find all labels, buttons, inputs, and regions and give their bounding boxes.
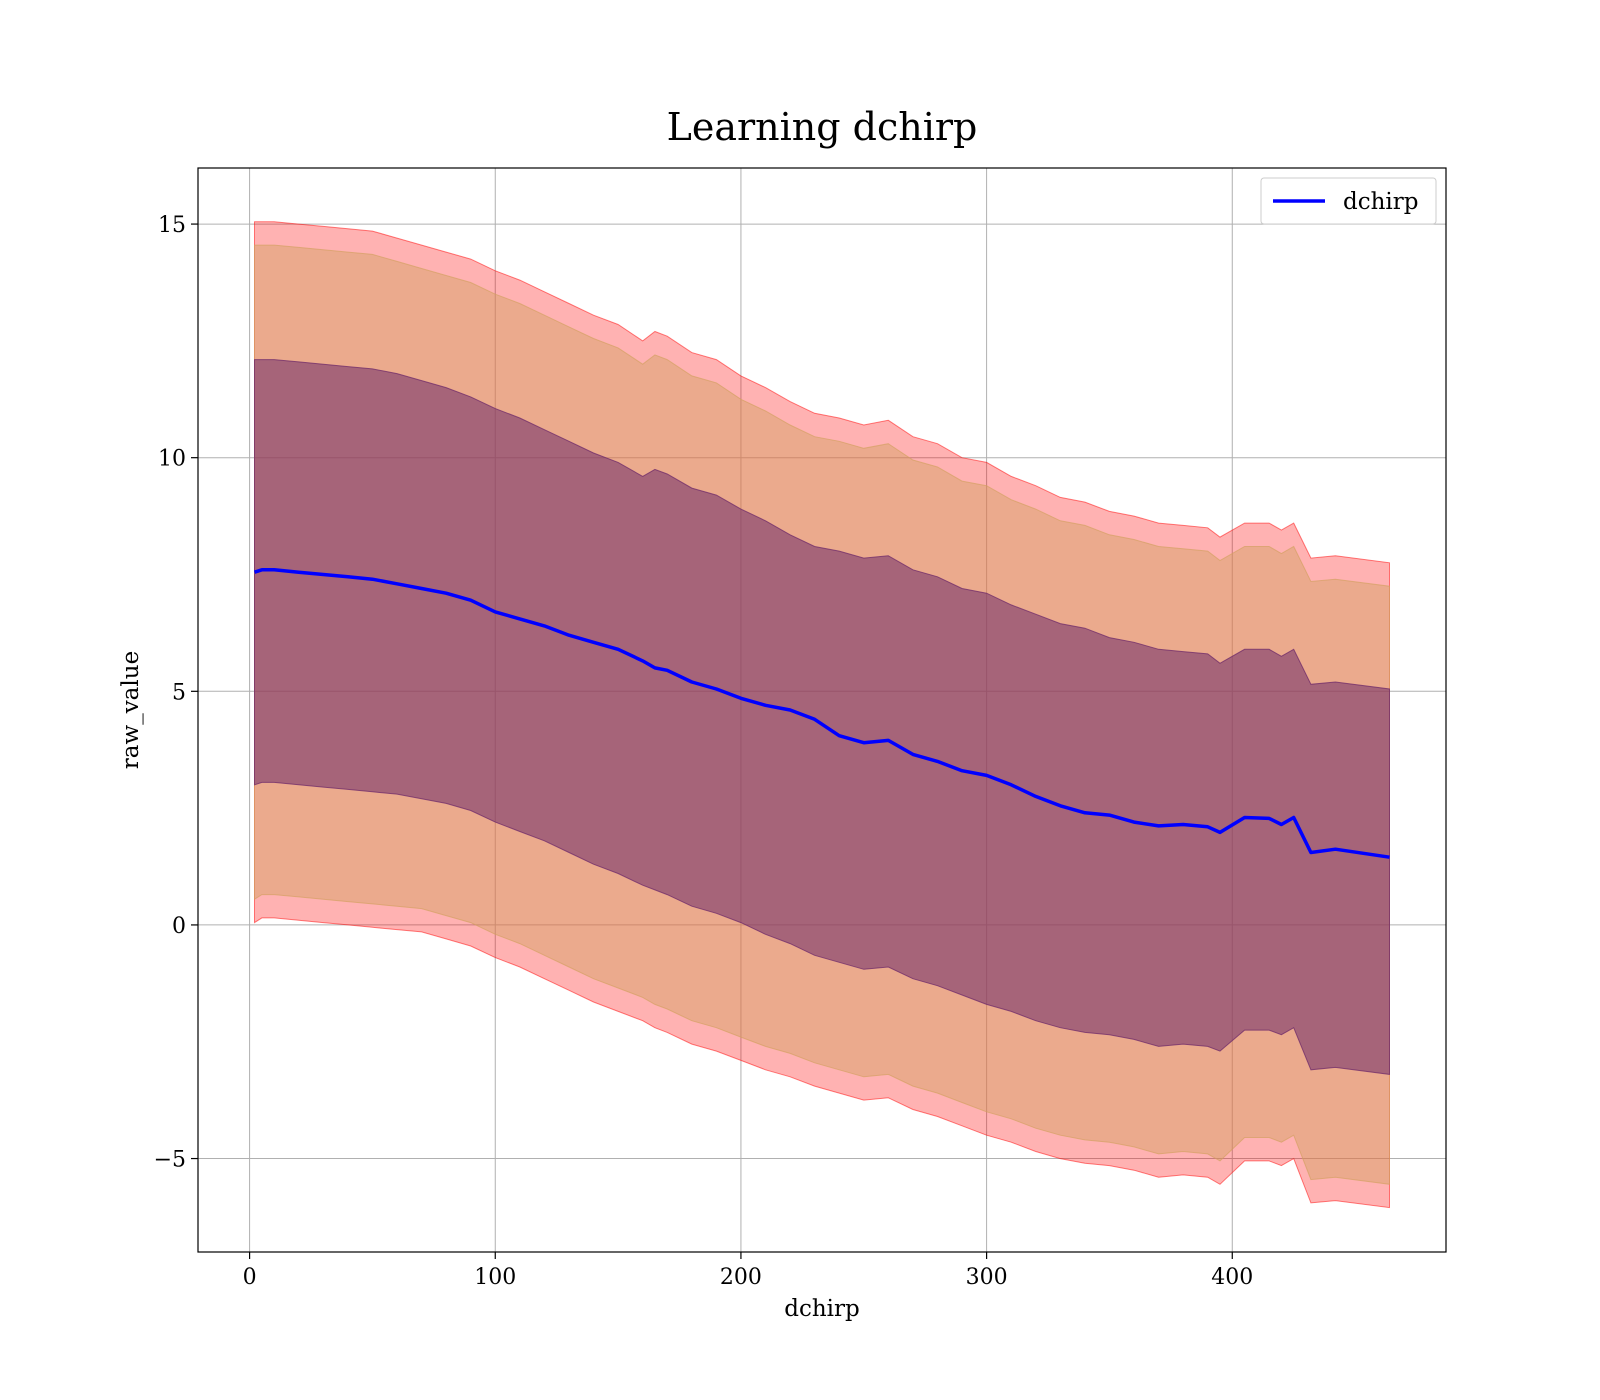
plot-frame bbox=[197, 167, 1447, 1253]
chart-title: Learning dchirp bbox=[667, 105, 978, 149]
confidence-bands bbox=[254, 221, 1390, 1209]
x-tick-label-1: 100 bbox=[474, 1265, 516, 1290]
x-axis-label: dchirp bbox=[784, 1296, 860, 1322]
x-tick-label-2: 200 bbox=[720, 1265, 762, 1290]
y-tick-label-1: 0 bbox=[172, 914, 186, 939]
y-tick-label-3: 10 bbox=[158, 447, 186, 472]
legend: dchirp bbox=[1260, 177, 1437, 225]
x-tick-label-0: 0 bbox=[243, 1265, 257, 1290]
series-lines bbox=[253, 568, 1390, 859]
y-tick-label-2: 5 bbox=[172, 680, 186, 705]
x-tick-label-3: 300 bbox=[966, 1265, 1008, 1290]
axis-ticks: 0 100 200 300 400 −5 0 5 10 15 bbox=[154, 213, 1254, 1290]
y-axis-label: raw_value bbox=[118, 651, 144, 769]
legend-label-dchirp: dchirp bbox=[1343, 189, 1419, 215]
y-tick-label-0: −5 bbox=[154, 1148, 186, 1173]
band-2 bbox=[254, 359, 1390, 1075]
y-tick-label-4: 15 bbox=[158, 213, 186, 238]
legend-box bbox=[1260, 177, 1437, 225]
x-tick-label-4: 400 bbox=[1211, 1265, 1253, 1290]
series-line-dchirp bbox=[253, 568, 1390, 859]
